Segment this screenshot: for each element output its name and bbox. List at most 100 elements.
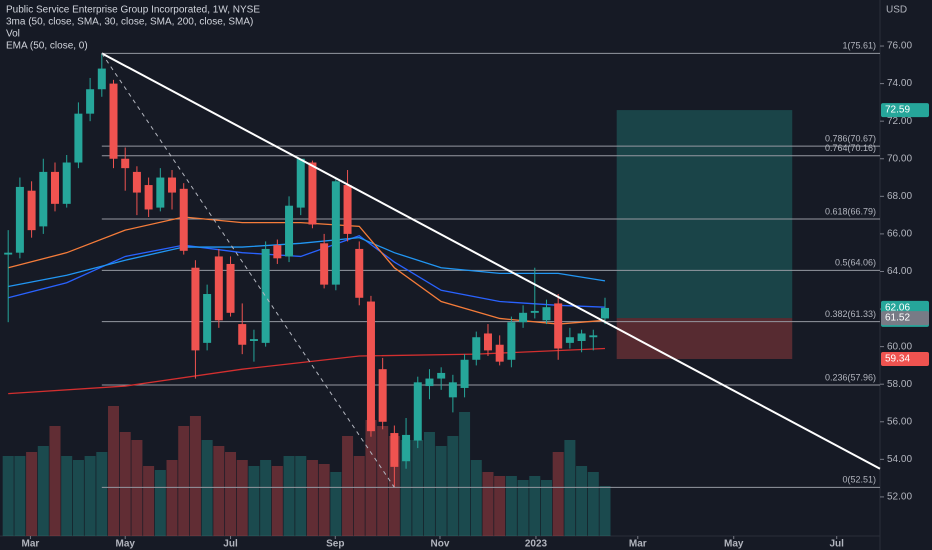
fib-label: 0.382(61.33) [825,309,876,319]
candle-body [402,434,411,462]
x-tick-label: Mar [629,539,647,550]
candle-body [238,324,247,345]
x-tick-label: Nov [431,539,450,550]
candle-body [542,307,551,321]
indicator-label: Vol [6,29,20,40]
candle-body [413,382,422,441]
y-tick-label: 58.00 [887,379,912,390]
candle-body [589,335,598,338]
volume-bar [587,472,599,536]
candle-body [507,322,516,360]
volume-bar [2,456,14,536]
volume-bar [166,460,178,536]
volume-bar [49,426,61,536]
y-tick-label: 72.00 [887,116,912,127]
candle-body [97,68,106,90]
candle-body [366,301,375,432]
fib-label: 0.5(64.06) [835,258,876,268]
candle-body [15,186,24,253]
candle-body [331,181,340,285]
volume-bar [14,456,26,536]
candle-body [448,382,457,398]
candle-body [144,185,153,210]
candle-body [191,267,200,351]
candle-body [273,245,282,259]
y-tick-label: 54.00 [887,454,912,465]
candle-body [74,113,83,163]
volume-bar [96,452,108,536]
candle-body [390,433,399,467]
plot: 1(75.61) 0.786(70.67)0.764(70.16) 0.618(66… [2,41,881,536]
volume-bar [435,446,447,536]
volume-bar [26,452,38,536]
volume-bar [459,412,471,536]
candle-body [495,344,504,362]
volume-bar [271,466,283,536]
volume-bar [540,480,552,536]
volume-bar [236,460,248,536]
y-tick-label: 70.00 [887,153,912,164]
volume-bar [599,486,611,536]
currency-label: USD [886,5,907,16]
y-tick-label: 76.00 [887,41,912,52]
profit-zone [616,110,793,319]
candle-body [565,337,574,343]
volume-bar [108,406,120,536]
volume-bar [564,440,576,536]
volume-bar [225,452,237,536]
candle-body [249,339,258,341]
price-badge-label: 62.06 [885,303,910,314]
candle-body [39,171,48,227]
indicator-label: EMA (50, close, 0) [6,41,88,52]
volume-bar [517,480,529,536]
y-tick-label: 74.00 [887,78,912,89]
x-tick-label: May [115,539,135,550]
candle-body [601,307,609,319]
candle-body [378,369,387,422]
x-tick-label: 2023 [525,539,548,550]
candle-body [285,205,294,257]
volume-bar [178,426,190,536]
candle-body [308,162,317,225]
volume-bar [213,446,225,536]
volume-bar [342,436,354,536]
y-tick-label: 56.00 [887,416,912,427]
candle-body [261,248,270,343]
x-tick-label: Sep [326,539,344,550]
volume-bar [400,440,412,536]
volume-bar [260,460,272,536]
candle-body [343,185,352,234]
candle-body [460,359,469,388]
volume-bar [447,436,459,536]
fib-label: 0.786(70.67) [825,134,876,144]
volume-bar [143,466,155,536]
volume-bar [494,476,506,536]
candle-body [437,372,446,379]
candle-body [121,158,130,169]
y-tick-label: 52.00 [887,492,912,503]
volume-bar [377,426,389,536]
volume-bar [72,460,84,536]
candle-body [554,303,563,349]
price-badge [881,352,929,367]
volume-bar [295,456,307,536]
volume-bar [248,466,260,536]
x-tick-label: Jul [829,539,844,550]
volume-bar [37,446,49,536]
volume-bar [201,440,213,536]
volume-bar [552,452,564,536]
fib-label: 1(75.61) [842,41,876,51]
price-badge-label: 72.59 [885,105,910,116]
volume-bar [283,456,295,536]
volume-bar [154,470,166,536]
candle-body [168,177,177,193]
indicator-line [8,216,606,325]
y-tick-label: 64.00 [887,266,912,277]
candle-body [27,190,36,231]
volume-bar [189,416,201,536]
candle-body [519,312,528,323]
volume-bar [412,440,424,536]
x-tick-label: Mar [22,539,40,550]
candle-body [51,171,59,204]
volume-bar [61,456,73,536]
